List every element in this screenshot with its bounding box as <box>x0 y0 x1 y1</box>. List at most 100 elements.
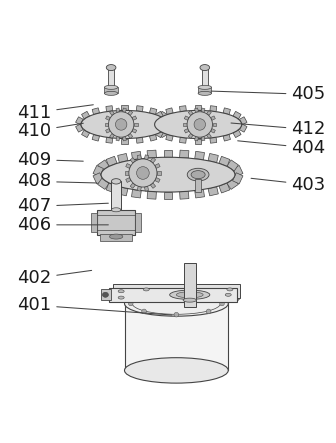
Polygon shape <box>223 108 230 115</box>
Polygon shape <box>118 187 128 196</box>
Polygon shape <box>211 128 215 133</box>
Polygon shape <box>93 165 103 177</box>
Polygon shape <box>208 187 218 196</box>
Polygon shape <box>208 153 218 163</box>
Polygon shape <box>110 111 115 116</box>
Polygon shape <box>155 178 160 183</box>
Polygon shape <box>227 160 238 171</box>
Polygon shape <box>150 108 157 115</box>
Polygon shape <box>106 156 117 166</box>
Text: 412: 412 <box>231 120 326 139</box>
Bar <box>112 181 121 210</box>
Polygon shape <box>164 150 172 157</box>
Polygon shape <box>149 117 157 125</box>
Text: 401: 401 <box>17 296 172 315</box>
Ellipse shape <box>191 171 205 179</box>
Polygon shape <box>184 128 189 133</box>
Polygon shape <box>134 123 138 126</box>
Polygon shape <box>166 117 173 125</box>
Polygon shape <box>106 128 110 133</box>
Polygon shape <box>82 111 90 119</box>
Circle shape <box>174 290 179 295</box>
Polygon shape <box>136 137 143 143</box>
Polygon shape <box>125 303 228 370</box>
Ellipse shape <box>81 110 168 139</box>
Polygon shape <box>188 133 193 138</box>
Text: 411: 411 <box>17 104 93 122</box>
Polygon shape <box>166 108 173 115</box>
Ellipse shape <box>176 292 203 298</box>
Polygon shape <box>147 150 156 158</box>
Polygon shape <box>240 117 247 125</box>
Circle shape <box>129 159 157 187</box>
Bar <box>108 68 114 89</box>
Ellipse shape <box>198 85 211 89</box>
Bar <box>184 263 196 307</box>
Text: 406: 406 <box>17 216 108 234</box>
Polygon shape <box>160 111 167 119</box>
Polygon shape <box>188 111 193 116</box>
Circle shape <box>206 309 211 314</box>
Polygon shape <box>98 179 109 190</box>
Polygon shape <box>155 163 160 168</box>
Circle shape <box>109 112 134 137</box>
Polygon shape <box>155 111 163 119</box>
Polygon shape <box>223 134 230 141</box>
Ellipse shape <box>187 168 209 181</box>
Polygon shape <box>227 179 238 190</box>
Circle shape <box>206 293 211 298</box>
Polygon shape <box>116 108 120 113</box>
Polygon shape <box>128 111 133 116</box>
Text: 405: 405 <box>211 85 326 103</box>
Polygon shape <box>106 116 110 120</box>
Polygon shape <box>233 130 241 138</box>
Polygon shape <box>233 111 241 119</box>
Polygon shape <box>201 108 205 113</box>
Text: 408: 408 <box>17 172 97 190</box>
Polygon shape <box>144 155 149 159</box>
Polygon shape <box>179 137 186 143</box>
Polygon shape <box>130 183 135 188</box>
Polygon shape <box>147 191 156 199</box>
Polygon shape <box>93 173 103 184</box>
Polygon shape <box>92 134 99 141</box>
Ellipse shape <box>102 292 109 297</box>
Polygon shape <box>125 171 129 175</box>
Ellipse shape <box>198 91 211 95</box>
Polygon shape <box>116 136 120 141</box>
Bar <box>91 213 97 232</box>
Polygon shape <box>180 150 189 158</box>
Polygon shape <box>233 173 243 184</box>
Polygon shape <box>98 160 109 171</box>
Ellipse shape <box>125 358 228 383</box>
Circle shape <box>142 309 146 314</box>
Polygon shape <box>201 136 205 141</box>
Polygon shape <box>76 117 83 125</box>
Polygon shape <box>123 136 126 141</box>
Polygon shape <box>126 178 131 183</box>
Polygon shape <box>132 116 137 120</box>
Polygon shape <box>219 183 230 193</box>
Circle shape <box>136 167 149 179</box>
Bar <box>135 213 141 232</box>
Polygon shape <box>104 123 109 126</box>
Bar <box>104 87 118 93</box>
Polygon shape <box>157 171 161 175</box>
Polygon shape <box>106 106 113 112</box>
Circle shape <box>194 119 206 130</box>
Ellipse shape <box>227 288 233 291</box>
Bar <box>198 87 211 93</box>
Polygon shape <box>207 111 211 116</box>
Polygon shape <box>195 152 205 160</box>
Polygon shape <box>219 156 230 166</box>
Polygon shape <box>131 190 141 198</box>
Polygon shape <box>121 105 128 110</box>
Ellipse shape <box>170 290 210 299</box>
Bar <box>202 68 208 89</box>
Polygon shape <box>195 139 201 144</box>
Circle shape <box>220 301 224 306</box>
Polygon shape <box>131 152 141 160</box>
Polygon shape <box>184 116 189 120</box>
Polygon shape <box>126 163 131 168</box>
Ellipse shape <box>104 85 118 89</box>
